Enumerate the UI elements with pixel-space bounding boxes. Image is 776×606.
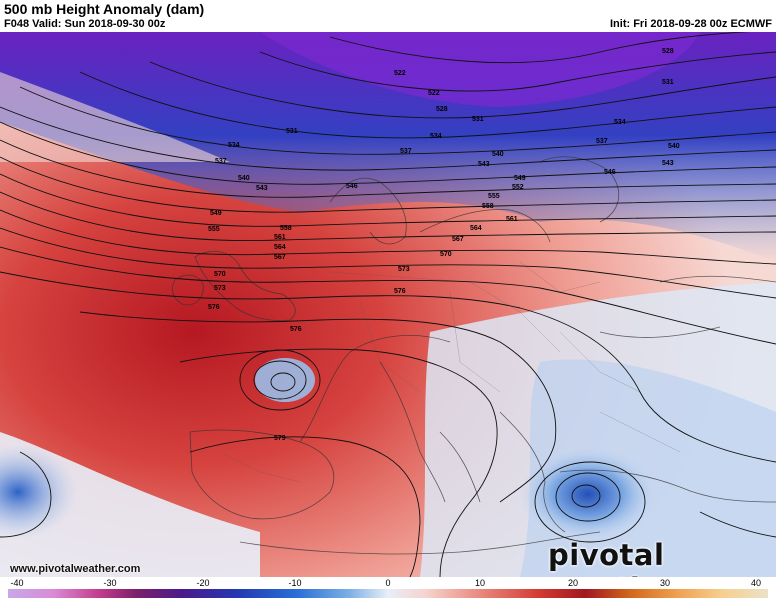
site-url[interactable]: www.pivotalweather.com (10, 563, 141, 575)
contour-label: 564 (470, 225, 482, 232)
contour-label: 570 (214, 271, 226, 278)
contour-label: 561 (506, 216, 518, 223)
contour-label: 528 (436, 106, 448, 113)
colorbar-tick: -30 (103, 578, 117, 588)
contour-label: 549 (210, 210, 222, 217)
contour-label: 576 (290, 326, 302, 333)
contour-label: 552 (512, 184, 524, 191)
upper-low-greece (518, 446, 658, 542)
colorbar-tick: 10 (474, 578, 486, 588)
contour-label: 567 (274, 254, 286, 261)
contour-label: 537 (400, 148, 412, 155)
contour-label: 540 (492, 151, 504, 158)
colorbar-strip (8, 589, 768, 598)
contour-label: 570 (440, 251, 452, 258)
contour-label: 558 (280, 225, 292, 232)
contour-label: 522 (394, 70, 406, 77)
anomaly-map[interactable]: 522 522 528 528 531 531 531 534 534 534 … (0, 32, 776, 577)
map-header: 500 mb Height Anomaly (dam) F048 Valid: … (0, 0, 776, 32)
contour-label: 531 (286, 128, 298, 135)
colorbar-tick: -20 (196, 578, 210, 588)
contour-label: 537 (215, 158, 227, 165)
contour-label: 543 (256, 185, 268, 192)
map-title: 500 mb Height Anomaly (dam) (4, 1, 205, 17)
contour-label: 537 (596, 138, 608, 145)
contour-label: 567 (452, 236, 464, 243)
contour-label: 564 (274, 244, 286, 251)
contour-label: 555 (488, 193, 500, 200)
contour-label: 558 (482, 203, 494, 210)
valid-time: F048 Valid: Sun 2018-09-30 00z (4, 18, 166, 30)
contour-label: 579 (274, 435, 286, 442)
contour-label: 555 (208, 226, 220, 233)
contour-label: 531 (472, 116, 484, 123)
contour-label: 540 (238, 175, 250, 182)
contour-label: 534 (228, 142, 240, 149)
init-time: Init: Fri 2018-09-28 00z ECMWF (610, 18, 772, 30)
contour-label: 573 (214, 285, 226, 292)
colorbar: -40 -30 -20 -10 0 10 20 30 40 (0, 577, 776, 600)
contour-label: 573 (398, 266, 410, 273)
contour-label: 549 (514, 175, 526, 182)
colorbar-tick: -10 (288, 578, 302, 588)
contour-label: 546 (604, 169, 616, 176)
cutoff-low-west (0, 444, 78, 540)
colorbar-tick: 0 (385, 578, 391, 588)
colorbar-tick: 30 (659, 578, 671, 588)
contour-label: 540 (668, 143, 680, 150)
contour-label: 576 (394, 288, 406, 295)
contour-label: 531 (662, 79, 674, 86)
contour-label: 561 (274, 234, 286, 241)
contour-label: 522 (428, 90, 440, 97)
contour-label: 543 (478, 161, 490, 168)
contour-label: 543 (662, 160, 674, 167)
map-canvas: 522 522 528 528 531 531 531 534 534 534 … (0, 32, 776, 577)
colorbar-tick: -40 (10, 578, 24, 588)
colorbar-tick: 40 (750, 578, 762, 588)
contour-label: 534 (430, 133, 442, 140)
contour-label: 546 (346, 183, 358, 190)
contour-label: 528 (662, 48, 674, 55)
cutoff-low-biscay (255, 358, 315, 402)
colorbar-tick: 20 (567, 578, 579, 588)
contour-label: 576 (208, 304, 220, 311)
contour-label: 534 (614, 119, 626, 126)
